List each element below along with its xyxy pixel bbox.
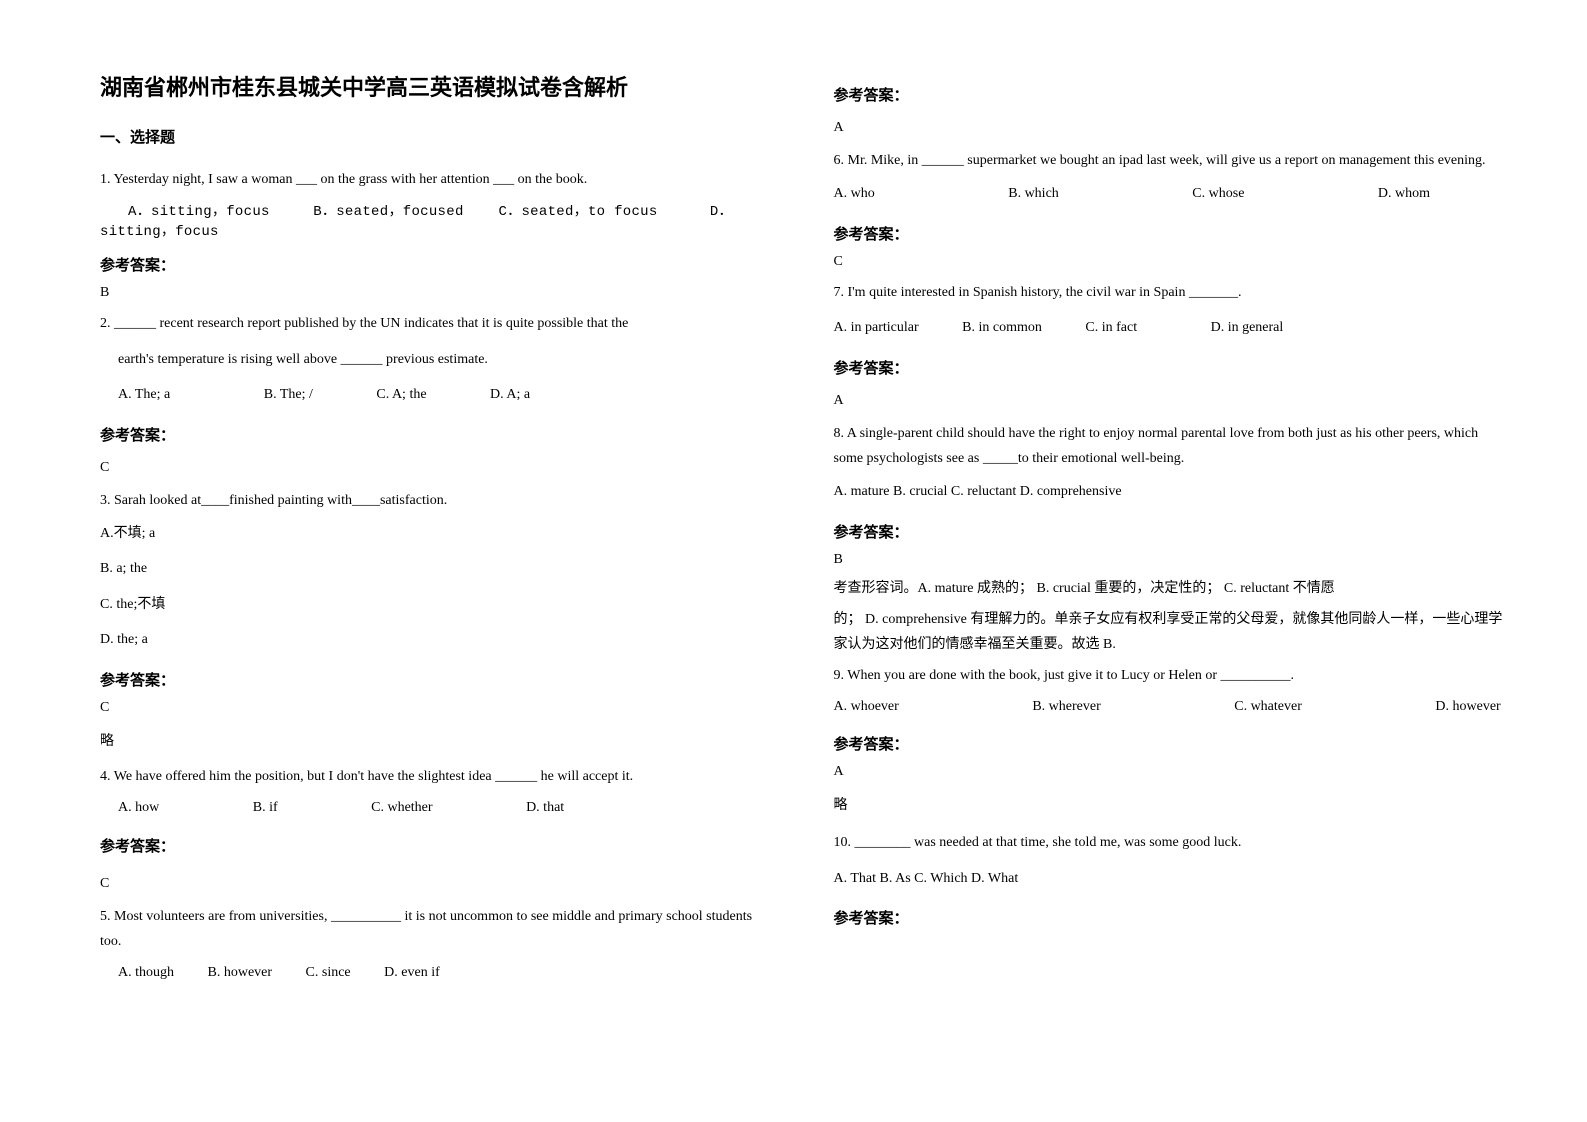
q10-text: 10. ________ was needed at that time, sh… — [834, 828, 1508, 857]
q6-options: A. who B. which C. whose D. whom — [834, 179, 1508, 208]
left-column: 湖南省郴州市桂东县城关中学高三英语模拟试卷含解析 一、选择题 1. Yester… — [100, 70, 774, 992]
q2-optB: B. The; / — [264, 380, 313, 409]
answer-label: 参考答案： — [100, 254, 774, 275]
q4-optD: D. that — [526, 795, 564, 820]
answer-label: 参考答案： — [100, 834, 774, 861]
q6-optD: D. whom — [1378, 179, 1430, 208]
q8-exp2: 的； D. comprehensive 有理解力的。单亲子女应有权利享受正常的父… — [834, 607, 1508, 657]
q5-options: A. though B. however C. since D. even if — [100, 960, 774, 985]
q5-optA: A. though — [118, 960, 174, 985]
q6-optA: A. who — [834, 179, 875, 208]
q7-optA: A. in particular — [834, 313, 919, 342]
document-page: 湖南省郴州市桂东县城关中学高三英语模拟试卷含解析 一、选择题 1. Yester… — [0, 0, 1587, 1032]
q9-options: A. whoever B. wherever C. whatever D. ho… — [834, 694, 1508, 719]
q2-answer: C — [100, 455, 774, 480]
q9-text: 9. When you are done with the book, just… — [834, 663, 1508, 688]
q1-optD2: sitting，focus — [100, 220, 774, 240]
q3-text: 3. Sarah looked at____finished painting … — [100, 488, 774, 513]
q4-optA: A. how — [118, 795, 159, 820]
q4-text: 4. We have offered him the position, but… — [100, 764, 774, 789]
q6-text: 6. Mr. Mike, in ______ supermarket we bo… — [834, 148, 1508, 173]
q9-optC: C. whatever — [1234, 694, 1302, 719]
q6-optC: C. whose — [1192, 179, 1244, 208]
q6-answer: C — [834, 254, 1508, 270]
q2-optC: C. A; the — [376, 380, 426, 409]
q7-optD: D. in general — [1211, 313, 1284, 342]
q4-optC: C. whether — [371, 795, 432, 820]
q2-options: A. The; a B. The; / C. A; the D. A; a — [100, 380, 774, 409]
q8-options: A. mature B. crucial C. reluctant D. com… — [834, 477, 1508, 506]
q1-optC: C．seated，to focus — [498, 204, 657, 220]
q4-answer: C — [100, 871, 774, 896]
answer-label: 参考答案： — [100, 669, 774, 690]
q5-optC: C. since — [306, 960, 351, 985]
q9-answer: A — [834, 764, 1508, 780]
q7-text: 7. I'm quite interested in Spanish histo… — [834, 278, 1508, 307]
q2-text: 2. ______ recent research report publish… — [100, 309, 774, 338]
q9-omit: 略 — [834, 794, 1508, 814]
answer-label: 参考答案： — [834, 907, 1508, 928]
q8-text: 8. A single-parent child should have the… — [834, 421, 1508, 471]
q2-optD: D. A; a — [490, 380, 530, 409]
q10-options: A. That B. As C. Which D. What — [834, 864, 1508, 893]
right-column: 参考答案： A 6. Mr. Mike, in ______ supermark… — [834, 70, 1508, 992]
q7-answer: A — [834, 388, 1508, 413]
answer-label: 参考答案： — [100, 424, 774, 445]
doc-title: 湖南省郴州市桂东县城关中学高三英语模拟试卷含解析 — [100, 70, 774, 102]
q3-optA: A.不填; a — [100, 519, 774, 548]
q5-optB: B. however — [208, 960, 273, 985]
q3-omit: 略 — [100, 730, 774, 750]
section-header: 一、选择题 — [100, 126, 774, 147]
q5-text: 5. Most volunteers are from universities… — [100, 904, 774, 954]
q6-optB: B. which — [1008, 179, 1059, 208]
q8-exp1: 考查形容词。A. mature 成熟的； B. crucial 重要的，决定性的… — [834, 576, 1508, 601]
q8-answer: B — [834, 552, 1508, 568]
q2-text2: earth's temperature is rising well above… — [100, 345, 774, 374]
answer-label: 参考答案： — [834, 223, 1508, 244]
q9-optB: B. wherever — [1032, 694, 1100, 719]
q7-options: A. in particular B. in common C. in fact… — [834, 313, 1508, 342]
q3-answer: C — [100, 700, 774, 716]
q7-optC: C. in fact — [1085, 313, 1137, 342]
q3-optB: B. a; the — [100, 554, 774, 583]
q3-optD: D. the; a — [100, 625, 774, 654]
answer-label: 参考答案： — [834, 357, 1508, 378]
q3-optC: C. the;不填 — [100, 590, 774, 619]
q5-answer: A — [834, 115, 1508, 140]
q9-optA: A. whoever — [834, 694, 899, 719]
answer-label: 参考答案： — [834, 733, 1508, 754]
q9-optD: D. however — [1435, 694, 1500, 719]
q5-optD: D. even if — [384, 960, 440, 985]
q7-optB: B. in common — [962, 313, 1042, 342]
answer-label: 参考答案： — [834, 521, 1508, 542]
q4-optB: B. if — [253, 795, 278, 820]
q1-text: 1. Yesterday night, I saw a woman ___ on… — [100, 165, 774, 194]
q1-answer: B — [100, 285, 774, 301]
q4-options: A. how B. if C. whether D. that — [100, 795, 774, 820]
answer-label: 参考答案： — [834, 84, 1508, 105]
q1-optA: A．sitting，focus — [128, 204, 270, 220]
q2-optA: A. The; a — [118, 380, 170, 409]
q1-optB: B．seated，focused — [313, 204, 463, 220]
q1-optD: D． — [710, 204, 733, 220]
q1-options: A．sitting，focus B．seated，focused C．seate… — [100, 200, 774, 220]
